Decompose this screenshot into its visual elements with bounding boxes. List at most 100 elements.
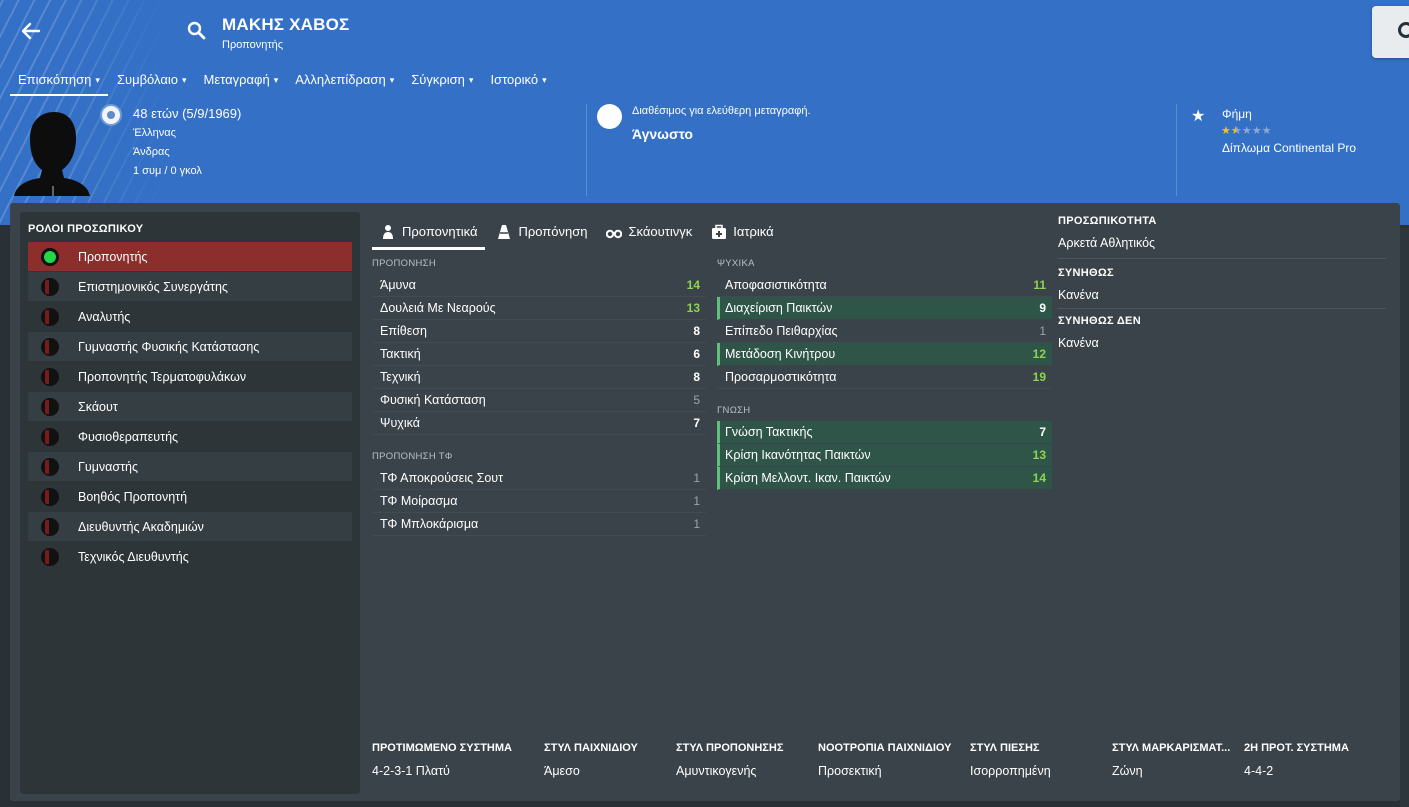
attribute-name: ΤΦ Αποκρούσεις Σουτ: [380, 471, 504, 485]
tab-interaction[interactable]: Αλληλεπίδραση ▾: [287, 66, 402, 96]
attribute-value: 14: [686, 278, 700, 292]
star-icon: ★: [1191, 108, 1206, 125]
role-item[interactable]: Αναλυτής: [28, 302, 352, 331]
tab-contract[interactable]: Συμβόλαιο ▾: [109, 66, 195, 96]
attribute-value: 7: [693, 416, 700, 430]
tab-scouting[interactable]: Σκάουτινγκ: [598, 220, 700, 250]
star-empty-icon: ★: [1261, 125, 1272, 137]
role-item[interactable]: Γυμναστής Φυσικής Κατάστασης: [28, 332, 352, 361]
attribute-name: Κρίση Ικανότητας Παικτών: [725, 448, 871, 462]
role-item[interactable]: Προπονητής Τερματοφυλάκων: [28, 362, 352, 391]
preferred-formation-value: 4-2-3-1 Πλατύ: [372, 764, 450, 778]
tab-label: Σύγκριση: [411, 72, 465, 87]
second-formation-value: 4-4-2: [1244, 764, 1274, 778]
role-label: Βοηθός Προπονητή: [78, 490, 188, 504]
role-label: Γυμναστής: [78, 460, 139, 474]
role-status-icon: [41, 548, 59, 566]
divider: [586, 104, 587, 196]
role-item[interactable]: Φυσιοθεραπευτής: [28, 422, 352, 451]
chevron-down-icon: ▾: [273, 75, 279, 85]
role-item[interactable]: Βοηθός Προπονητή: [28, 482, 352, 511]
tab-label: Προπονητικά: [402, 224, 478, 239]
chevron-down-icon: ▾: [542, 75, 547, 85]
age-text: 48 ετών (5/9/1969): [133, 106, 242, 121]
chevron-down-icon: ▾: [389, 75, 395, 85]
divider: [1176, 104, 1177, 196]
attribute-row: ΤΦ Μοίρασμα 1: [372, 490, 706, 513]
attribute-row: Τακτική 6: [372, 343, 706, 366]
star-empty-icon: ★: [1251, 125, 1262, 137]
role-item[interactable]: Προπονητής: [28, 242, 352, 271]
role-status-icon: [41, 338, 59, 356]
attribute-value: 6: [693, 347, 700, 361]
playing-style-label: ΣΤΥΛ ΠΑΙΧΝΙΔΙΟΥ: [544, 742, 638, 754]
role-item[interactable]: Τεχνικός Διευθυντής: [28, 542, 352, 571]
role-item[interactable]: Διευθυντής Ακαδημιών: [28, 512, 352, 541]
chevron-down-icon: ▾: [468, 75, 474, 85]
marking-style-label: ΣΤΥΛ ΜΑΡΚΑΡΙΣΜΑΤ...: [1112, 742, 1231, 754]
tab-history[interactable]: Ιστορικό ▾: [482, 66, 554, 96]
roles-title: ΡΟΛΟΙ ΠΡΟΣΩΠΙΚΟΥ: [28, 223, 144, 235]
attribute-row-highlighted: Κρίση Ικανότητας Παικτών 13: [717, 444, 1052, 467]
attribute-row-highlighted: Διαχείριση Παικτών 9: [717, 297, 1052, 320]
coaching-section-title: ΠΡΟΠΟΝΗΣΗ: [372, 258, 436, 269]
tab-label: Σκάουτινγκ: [628, 224, 693, 239]
role-status-icon: [41, 278, 59, 296]
attribute-row-highlighted: Γνώση Τακτικής 7: [717, 421, 1052, 444]
role-item[interactable]: Γυμναστής: [28, 452, 352, 481]
marking-style-value: Ζώνη: [1112, 764, 1143, 778]
role-label: Αναλυτής: [78, 310, 131, 324]
star-half-empty-icon: ★: [1235, 125, 1242, 137]
search-icon[interactable]: [186, 20, 208, 42]
attribute-name: Φυσική Κατάσταση: [380, 393, 486, 407]
role-label: Τεχνικός Διευθυντής: [78, 550, 189, 564]
mental-section-title: ΨΥΧΙΚΑ: [717, 258, 755, 269]
knowledge-section-title: ΓΝΩΣΗ: [717, 405, 751, 416]
nationality-text[interactable]: Έλληνας: [133, 127, 176, 139]
divider: [1058, 308, 1386, 309]
attribute-row: Επίπεδο Πειθαρχίας 1: [717, 320, 1052, 343]
role-label: Προπονητής Τερματοφυλάκων: [78, 370, 247, 384]
caps-text: 1 συμ / 0 γκολ: [133, 165, 202, 177]
back-arrow-icon[interactable]: [18, 18, 44, 44]
attribute-name: Αποφασιστικότητα: [725, 278, 827, 292]
tab-training[interactable]: Προπόνηση: [488, 220, 595, 250]
attribute-name: Διαχείριση Παικτών: [725, 301, 833, 315]
club-badge-icon: [597, 104, 622, 129]
attribute-row: ΤΦ Μπλοκάρισμα 1: [372, 513, 706, 536]
chevron-down-icon: ▾: [181, 75, 187, 85]
attribute-value: 13: [1032, 448, 1046, 462]
attribute-value: 5: [693, 393, 700, 407]
role-item[interactable]: Σκάουτ: [28, 392, 352, 421]
second-formation-label: 2Η ΠΡΟΤ. ΣΥΣΤΗΜΑ: [1244, 742, 1349, 754]
reputation-label: Φήμη: [1222, 107, 1252, 121]
role-status-icon: [41, 368, 59, 386]
tab-label: Αλληλεπίδραση: [295, 72, 386, 87]
tab-coaching[interactable]: Προπονητικά: [372, 220, 486, 250]
tab-overview[interactable]: Επισκόπηση ▾: [10, 66, 108, 96]
corner-menu-button[interactable]: [1372, 6, 1409, 58]
mentality-value: Προσεκτική: [818, 764, 882, 778]
attribute-value: 1: [693, 471, 700, 485]
role-label: Σκάουτ: [78, 400, 118, 414]
profile-header: [0, 0, 1409, 225]
staff-role: Προπονητής: [222, 39, 284, 51]
attribute-row: Προσαρμοστικότητα 19: [717, 366, 1052, 389]
training-cone-icon: [496, 224, 512, 240]
tab-transfer[interactable]: Μεταγραφή ▾: [196, 66, 287, 96]
attribute-row: ΤΦ Αποκρούσεις Σουτ 1: [372, 467, 706, 490]
likes-title: ΣΥΝΗΘΩΣ: [1058, 267, 1114, 279]
personality-title: ΠΡΟΣΩΠΙΚΟΤΗΤΑ: [1058, 215, 1157, 227]
attribute-row: Τεχνική 8: [372, 366, 706, 389]
dislikes-title: ΣΥΝΗΘΩΣ ΔΕΝ: [1058, 315, 1141, 327]
mentality-label: ΝΟΟΤΡΟΠΙΑ ΠΑΙΧΝΙΔΙΟΥ: [818, 742, 952, 754]
corner-icon: [1398, 22, 1409, 38]
playing-style-value: Άμεσο: [544, 764, 580, 778]
attribute-name: Επίπεδο Πειθαρχίας: [725, 324, 838, 338]
role-item[interactable]: Επιστημονικός Συνεργάτης: [28, 272, 352, 301]
tab-medical[interactable]: Ιατρικά: [703, 220, 781, 250]
attribute-name: ΤΦ Μπλοκάρισμα: [380, 517, 479, 531]
role-status-icon: [41, 428, 59, 446]
tab-compare[interactable]: Σύγκριση ▾: [403, 66, 481, 96]
right-edge: [1400, 228, 1409, 807]
